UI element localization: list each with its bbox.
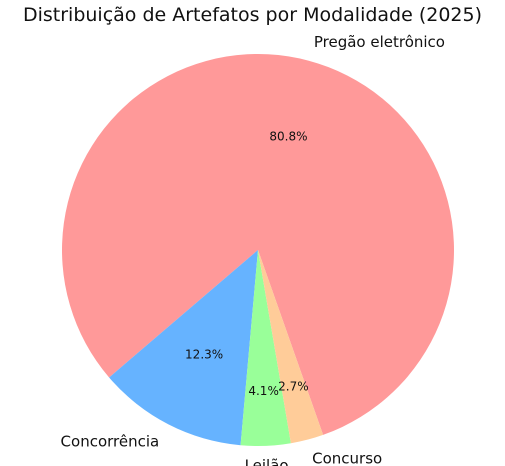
slice-label: Concurso	[312, 450, 382, 466]
pie-slice-concorr-ncia	[109, 250, 258, 446]
slice-percent-label: 2.7%	[278, 380, 309, 394]
slice-label: Pregão eletrônico	[314, 33, 445, 51]
slice-percent-label: 4.1%	[248, 384, 279, 398]
pie-slice-preg-o-eletr-nico	[61, 54, 455, 435]
slice-label: Leilão	[245, 456, 289, 466]
chart-title: Distribuição de Artefatos por Modalidade…	[22, 4, 483, 26]
slice-percent-label: 12.3%	[185, 348, 223, 362]
slice-percent-label: 80.8%	[269, 129, 307, 143]
pie-slice-concurso	[258, 250, 324, 444]
slice-label: Concorrência	[61, 433, 160, 451]
pie-slice-leil-o	[240, 250, 291, 446]
